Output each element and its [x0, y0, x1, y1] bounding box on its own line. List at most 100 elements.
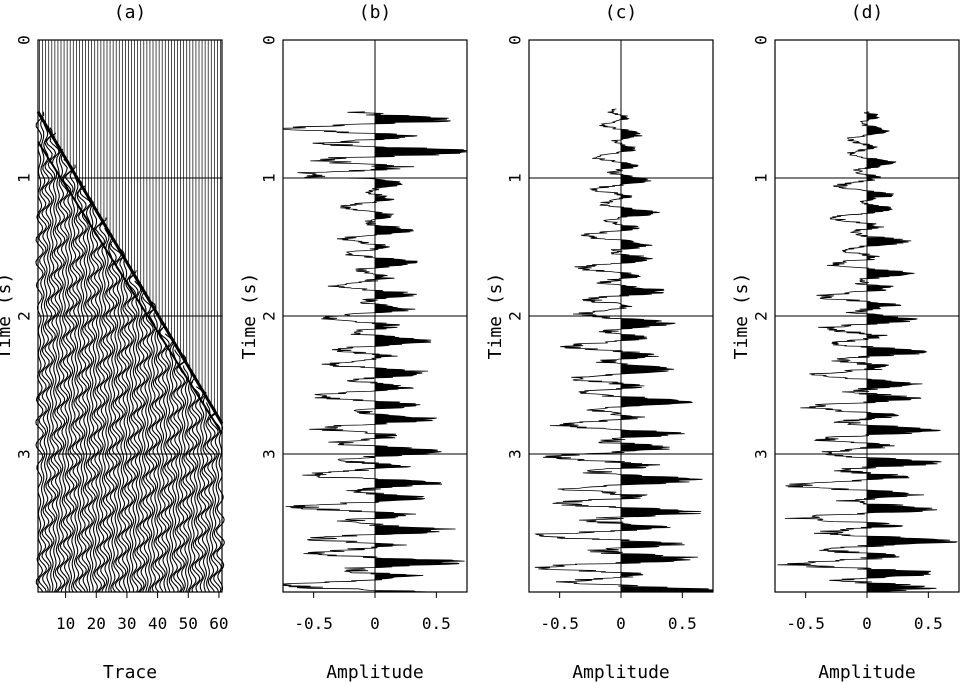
trace-wiggle [182, 365, 192, 593]
y-tick-label: 2 [752, 311, 771, 321]
x-tick-label: 40 [148, 614, 167, 633]
amplitude-curve [777, 111, 958, 593]
x-tick-label: -0.5 [540, 614, 579, 633]
y-axis-label: Time (s) [0, 273, 15, 360]
trace-wiggle [145, 301, 156, 593]
trace-wiggle [170, 344, 179, 593]
trace-wiggle [99, 222, 109, 593]
trace-wiggle [157, 323, 167, 593]
y-tick-label: 1 [15, 173, 34, 183]
trace-wiggle [142, 296, 152, 593]
x-tick-label: 10 [56, 614, 75, 633]
y-tick-label: 1 [260, 173, 279, 183]
trace-wiggle [49, 138, 60, 593]
panel-a: (a) 0 1 2 3 Time (s) 10 20 30 40 50 60 Trace [0, 2, 229, 683]
y-tick-label: 3 [752, 449, 771, 459]
y-tick-label: 3 [260, 449, 279, 459]
panel-title: (a) [114, 2, 147, 23]
x-tick-label: -0.5 [786, 614, 825, 633]
trace-wiggle [154, 317, 164, 593]
amplitude-curve [282, 111, 468, 593]
trace-wiggle [87, 201, 96, 593]
trace-wiggle [159, 328, 170, 593]
trace-wiggle [75, 180, 84, 593]
trace-wiggle [53, 143, 63, 593]
trace-wiggle [117, 254, 127, 593]
trace-wiggle [194, 386, 205, 593]
trace-wiggle [41, 122, 51, 593]
amplitude-curve [534, 108, 714, 593]
y-tick-label: 3 [15, 449, 34, 459]
trace-wiggle [68, 169, 78, 593]
trace-wiggle [190, 381, 201, 593]
trace-wiggle [151, 312, 161, 593]
y-tick-label: 0 [506, 35, 525, 45]
trace-wiggle [139, 291, 149, 593]
trace-wiggle [185, 370, 195, 593]
panel-title: (d) [851, 2, 884, 23]
trace-wiggle [64, 164, 76, 593]
y-tick-label: 0 [260, 35, 279, 45]
trace-wiggle [197, 391, 207, 593]
x-tick-label: 0.5 [668, 614, 697, 633]
y-tick-label: 0 [752, 35, 771, 45]
panel-d: (d) 0 1 2 3 Time (s) -0.5 0 0.5 Amplitude [731, 2, 960, 683]
x-axis-label: Trace [103, 662, 157, 683]
trace-wiggle [114, 248, 125, 593]
trace-wiggle [203, 402, 213, 593]
trace-wiggle [84, 195, 93, 593]
y-axis-label: Time (s) [239, 273, 260, 360]
y-tick-label: 3 [506, 449, 525, 459]
x-tick-label: -0.5 [294, 614, 333, 633]
trace-wiggle [56, 148, 66, 593]
trace-wiggle [206, 407, 216, 593]
trace-wiggle [71, 175, 81, 593]
trace-wiggle [77, 185, 87, 593]
x-tick-label: 0 [616, 614, 626, 633]
trace-wiggle [38, 116, 47, 593]
x-tick-label: 0.5 [422, 614, 451, 633]
trace-wiggle [59, 153, 69, 593]
x-tick-label: 20 [87, 614, 106, 633]
x-tick-label: 30 [117, 614, 136, 633]
x-tick-label: 0.5 [914, 614, 943, 633]
trace-wiggle [45, 132, 57, 593]
trace-wiggle [108, 238, 118, 593]
trace-wiggle [178, 359, 189, 593]
trace-wiggle [148, 306, 158, 593]
positive-fill [867, 111, 958, 593]
trace-wiggle [133, 280, 143, 593]
trace-wiggle [102, 227, 112, 593]
y-axis-label: Time (s) [485, 273, 506, 360]
trace-wiggle [176, 354, 187, 593]
x-axis-label: Amplitude [572, 662, 670, 683]
trace-wiggle [79, 191, 92, 593]
x-tick-label: 0 [862, 614, 872, 633]
trace-wiggle [163, 333, 174, 593]
x-axis-label: Amplitude [818, 662, 916, 683]
trace-wiggle [44, 127, 54, 593]
trace-wiggle [124, 264, 133, 593]
y-tick-label: 2 [260, 311, 279, 321]
trace-wiggle [105, 233, 115, 593]
trace-wiggle [188, 375, 198, 593]
positive-fill [375, 113, 467, 593]
y-tick-label: 2 [15, 311, 34, 321]
y-tick-label: 0 [15, 35, 34, 45]
y-tick-label: 1 [752, 173, 771, 183]
trace-wiggle [136, 286, 146, 593]
panel-title: (c) [605, 2, 638, 23]
trace-wiggle [167, 339, 176, 593]
trace-wiggle [128, 275, 139, 593]
x-tick-label: 60 [209, 614, 228, 633]
trace-wiggle [173, 349, 182, 593]
x-tick-label: 50 [179, 614, 198, 633]
arrival-band-2 [37, 141, 223, 435]
trace-wiggle [126, 270, 137, 593]
trace-wiggle [121, 259, 130, 593]
trace-wiggle [208, 412, 219, 593]
y-axis-label: Time (s) [731, 273, 752, 360]
trace-wiggle [212, 418, 222, 593]
panel-title: (b) [359, 2, 392, 23]
